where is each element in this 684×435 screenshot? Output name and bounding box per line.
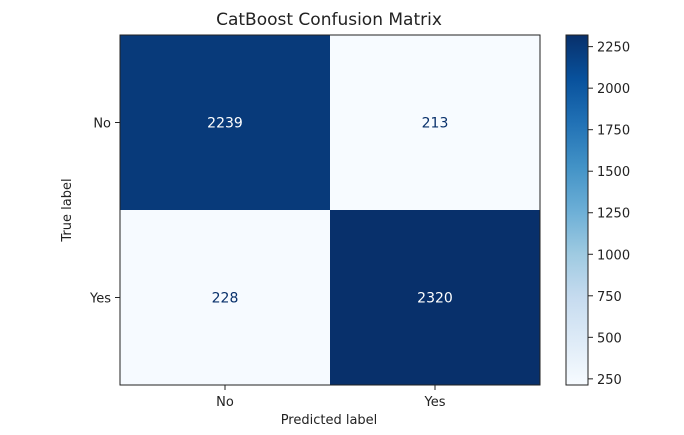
colorbar-tick-label: 1250 — [597, 207, 630, 222]
colorbar-tick-label: 250 — [597, 373, 622, 388]
chart-title: CatBoost Confusion Matrix — [216, 10, 442, 30]
cell-value-label: 228 — [212, 291, 239, 307]
x-axis-label: Predicted label — [281, 413, 378, 428]
y-axis-label: True label — [60, 178, 75, 242]
cell-value-label: 213 — [422, 116, 449, 132]
colorbar-tick-label: 500 — [597, 331, 622, 346]
x-tick-label: Yes — [424, 395, 446, 410]
plot-frame — [119, 34, 541, 386]
colorbar-tick-label: 2250 — [597, 41, 630, 56]
x-tick-label: No — [216, 395, 234, 410]
matrix-cell-labels: 2239 213 228 2320 — [207, 116, 453, 307]
x-axis-ticks: No Yes — [216, 385, 446, 410]
colorbar-tick-label: 750 — [597, 290, 622, 305]
colorbar — [565, 34, 589, 386]
colorbar-tick-label: 1000 — [597, 248, 630, 263]
colorbar-tick-label: 2000 — [597, 82, 630, 97]
y-axis-ticks: No Yes — [89, 117, 120, 307]
matrix-cell — [120, 210, 330, 385]
matrix-cell — [330, 210, 540, 385]
matrix-cell — [330, 35, 540, 210]
colorbar-tick-label: 1500 — [597, 165, 630, 180]
y-tick-label: No — [93, 117, 111, 132]
colorbar-ticks: 250 500 750 1000 1250 1500 1750 2000 2250 — [588, 41, 630, 388]
cell-value-label: 2320 — [417, 291, 453, 307]
colorbar-tick-label: 1750 — [597, 124, 630, 139]
y-tick-label: Yes — [89, 292, 111, 307]
matrix-cells — [120, 35, 540, 385]
matrix-cell — [120, 35, 330, 210]
cell-value-label: 2239 — [207, 116, 243, 132]
